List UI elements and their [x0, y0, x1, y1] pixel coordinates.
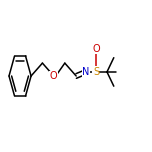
Text: O: O: [92, 44, 100, 54]
Text: O: O: [50, 71, 58, 81]
Text: N: N: [82, 67, 90, 77]
Text: S: S: [93, 67, 99, 77]
